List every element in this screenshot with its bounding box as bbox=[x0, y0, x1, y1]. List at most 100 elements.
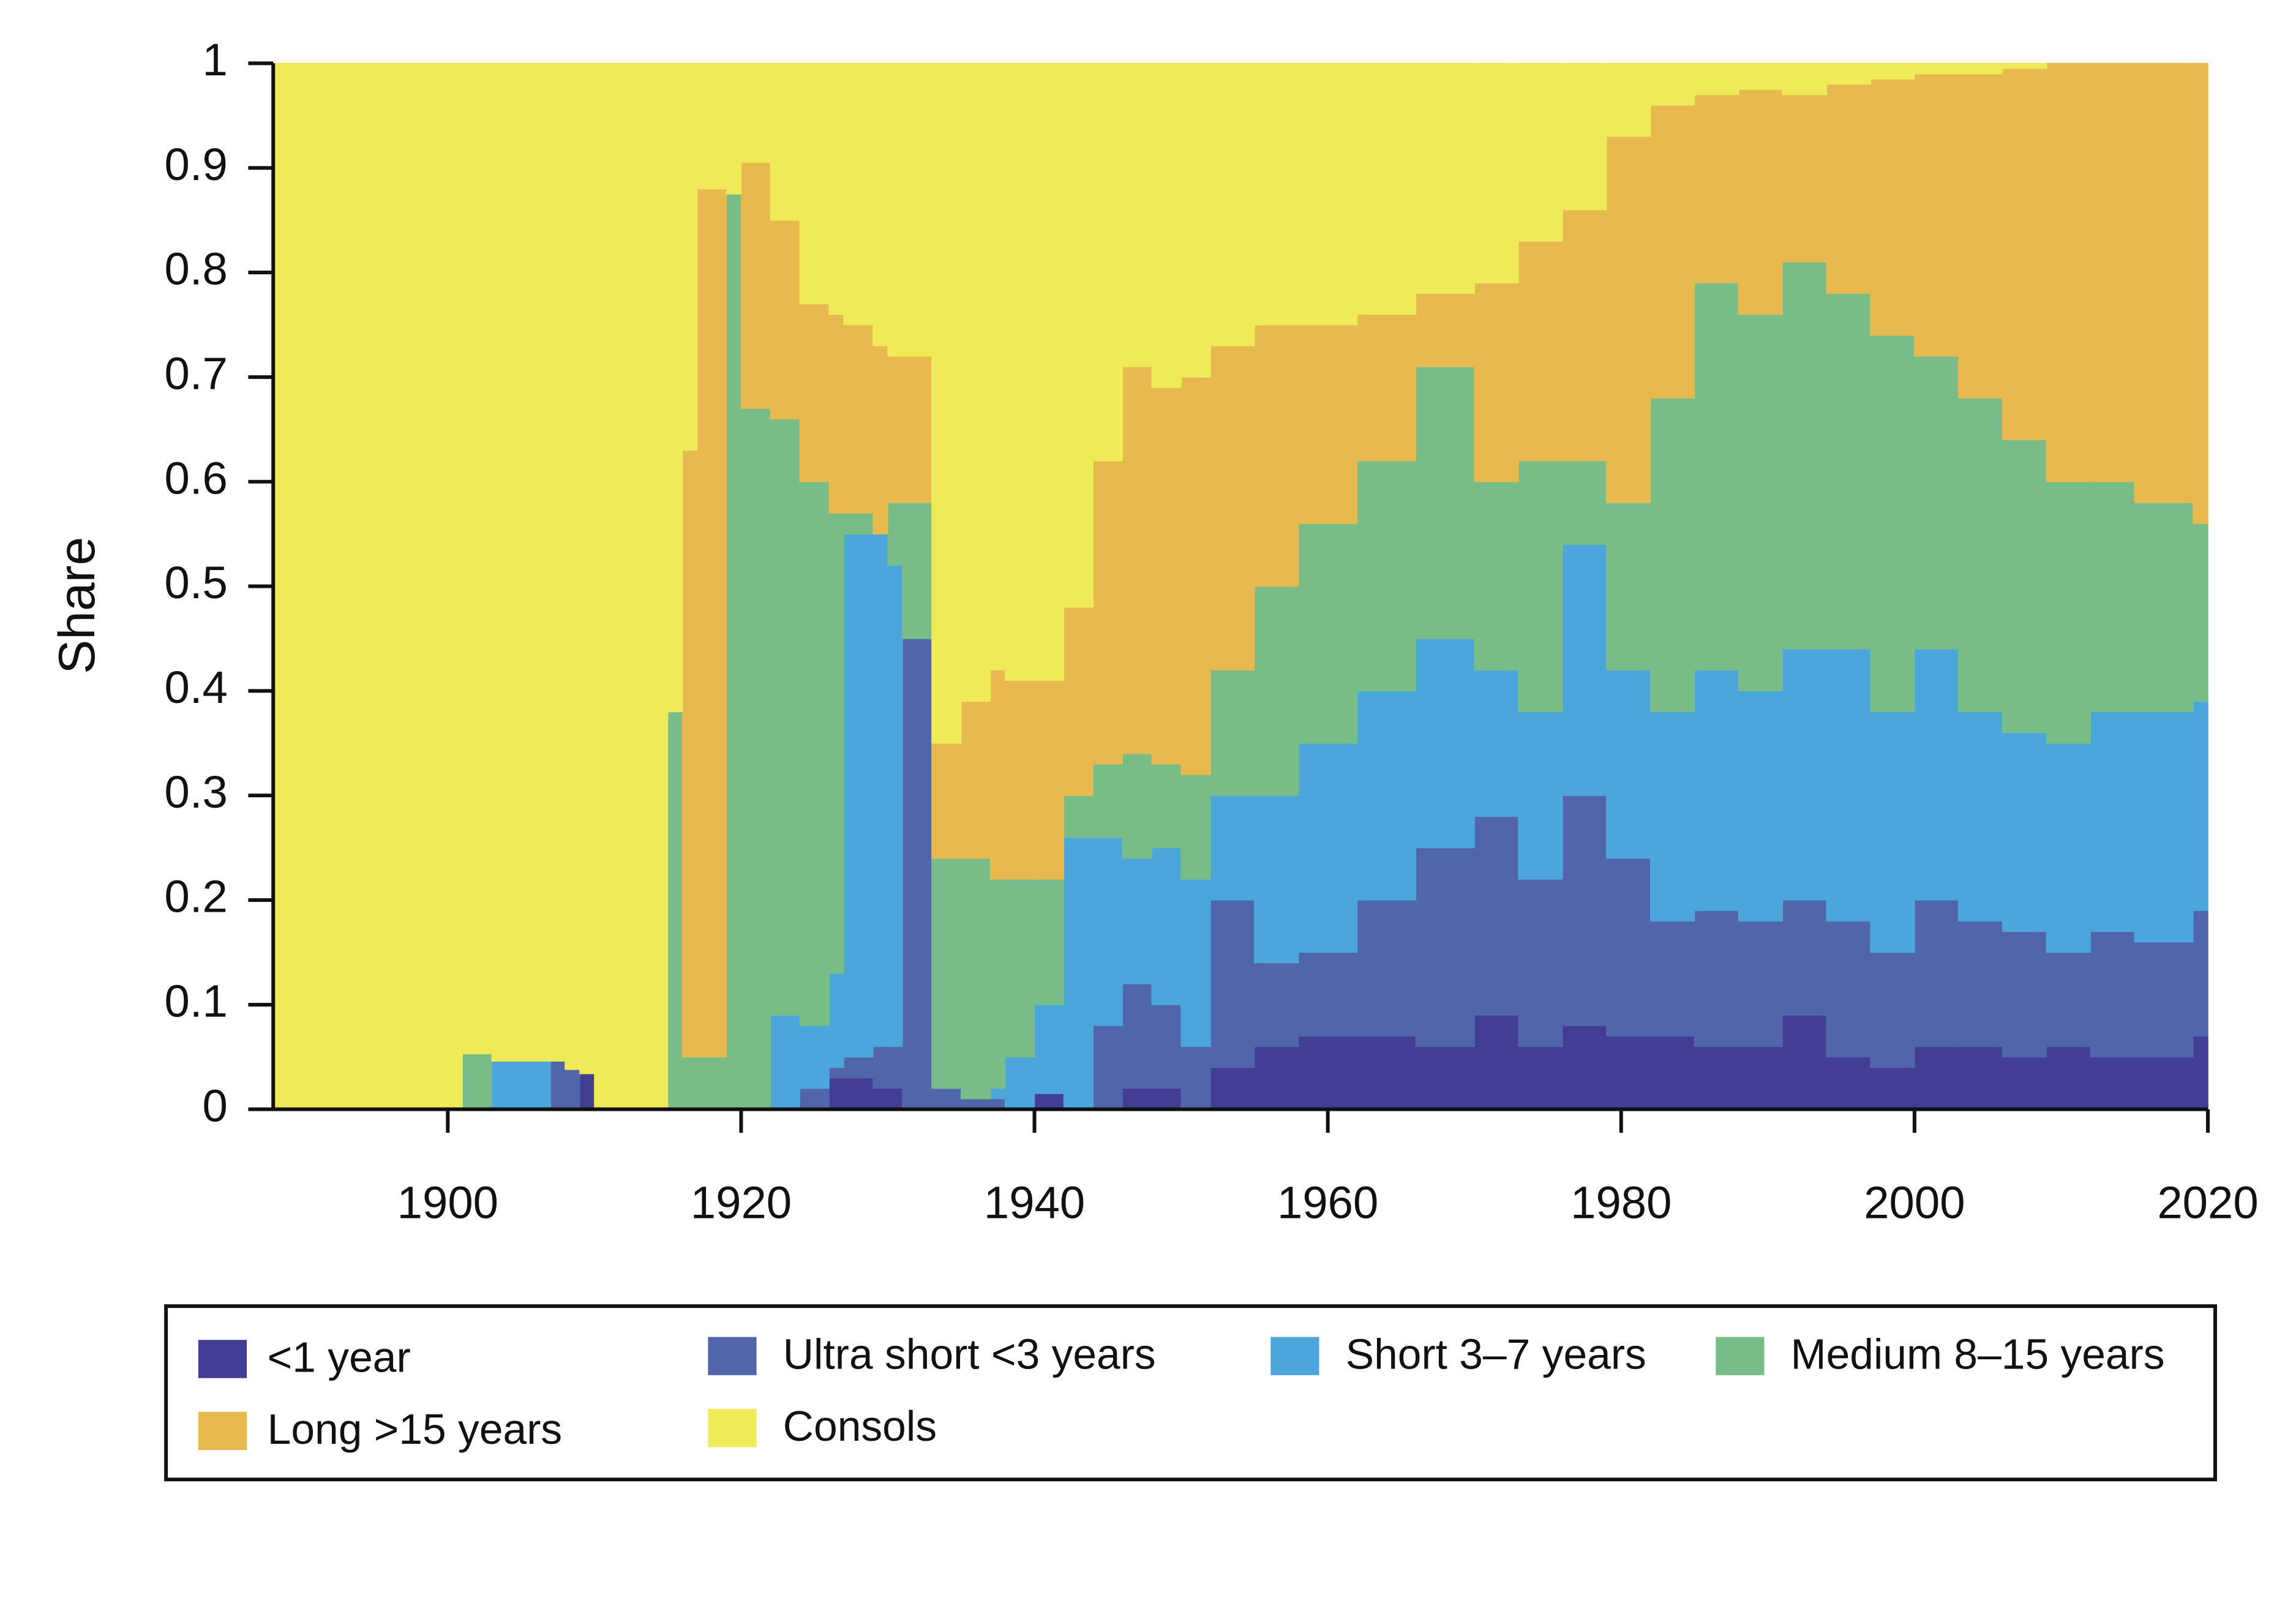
area-segment bbox=[1298, 952, 1358, 1037]
area-segment bbox=[579, 62, 595, 1075]
area-segment bbox=[828, 313, 844, 514]
area-segment bbox=[843, 62, 874, 326]
legend-swatch bbox=[708, 1337, 757, 1375]
y-axis-label: Share bbox=[48, 537, 105, 674]
area-segment bbox=[1694, 669, 1739, 911]
area-segment bbox=[1782, 62, 1827, 96]
area-segment bbox=[843, 533, 874, 1057]
area-segment bbox=[1649, 920, 1695, 1037]
area-segment bbox=[2090, 62, 2135, 482]
area-segment bbox=[1518, 711, 1563, 880]
area-segment bbox=[2001, 62, 2047, 69]
area-segment bbox=[989, 62, 1006, 670]
area-segment bbox=[1151, 62, 1182, 388]
area-segment bbox=[1034, 1093, 1065, 1110]
area-segment bbox=[1092, 460, 1124, 765]
area-segment bbox=[1649, 1035, 1695, 1110]
area-segment bbox=[1782, 899, 1827, 1016]
area-segment bbox=[2193, 1035, 2208, 1110]
area-segment bbox=[271, 62, 463, 1110]
area-segment bbox=[1914, 648, 1959, 901]
area-segment bbox=[740, 162, 771, 409]
area-segment bbox=[1518, 879, 1563, 1047]
area-segment bbox=[1034, 879, 1065, 1005]
area-segment bbox=[1298, 324, 1358, 524]
area-segment bbox=[2001, 931, 2047, 1057]
area-segment bbox=[696, 62, 727, 190]
area-segment bbox=[1826, 62, 1871, 85]
plot-area bbox=[271, 62, 2208, 1110]
area-segment bbox=[799, 1087, 830, 1110]
area-segment bbox=[828, 972, 844, 1068]
area-segment bbox=[491, 1061, 551, 1110]
area-segment bbox=[696, 1056, 727, 1110]
area-segment bbox=[843, 1077, 874, 1110]
area-segment bbox=[550, 1061, 566, 1110]
area-segment bbox=[565, 1069, 580, 1110]
area-segment bbox=[667, 711, 683, 1110]
area-segment bbox=[1004, 879, 1035, 1057]
area-segment bbox=[740, 408, 771, 1110]
area-segment bbox=[1914, 1046, 1959, 1110]
area-segment bbox=[2001, 732, 2047, 932]
area-segment bbox=[1649, 104, 1695, 399]
area-segment bbox=[1914, 899, 1959, 1047]
area-segment bbox=[1298, 523, 1358, 744]
area-segment bbox=[989, 879, 1006, 1089]
area-segment bbox=[1004, 1056, 1035, 1110]
area-segment bbox=[887, 1046, 903, 1089]
area-segment bbox=[902, 355, 932, 503]
area-segment bbox=[1738, 62, 1784, 90]
area-segment bbox=[1151, 764, 1182, 849]
area-segment bbox=[1738, 690, 1784, 922]
area-segment bbox=[989, 1087, 1006, 1100]
x-tick-label: 1940 bbox=[984, 1177, 1085, 1228]
area-segment bbox=[2193, 523, 2208, 702]
area-segment bbox=[2193, 700, 2208, 911]
area-segment bbox=[1356, 690, 1417, 901]
area-segment bbox=[2134, 62, 2194, 503]
area-segment bbox=[1210, 899, 1255, 1068]
area-segment bbox=[961, 857, 991, 1100]
legend-label: Short 3–7 years bbox=[1346, 1330, 1646, 1378]
area-segment bbox=[1562, 460, 1607, 545]
area-segment bbox=[1092, 836, 1124, 1026]
area-segment bbox=[799, 303, 830, 482]
area-segment bbox=[2134, 502, 2194, 713]
area-segment bbox=[667, 62, 683, 713]
area-segment bbox=[1210, 62, 1255, 347]
legend-label: Ultra short <3 years bbox=[783, 1330, 1156, 1378]
area-segment bbox=[1415, 293, 1475, 367]
area-segment bbox=[1122, 1087, 1152, 1110]
area-segment bbox=[740, 62, 771, 163]
area-segment bbox=[1694, 282, 1739, 670]
area-segment bbox=[1914, 62, 1959, 75]
area-segment bbox=[1415, 1046, 1475, 1110]
area-segment bbox=[1958, 73, 2003, 399]
area-segment bbox=[1122, 366, 1152, 754]
area-segment bbox=[799, 481, 830, 1026]
area-segment bbox=[1004, 680, 1035, 880]
area-segment bbox=[1562, 1025, 1607, 1110]
area-segment bbox=[1474, 669, 1519, 817]
area-segment bbox=[462, 1053, 492, 1110]
area-segment bbox=[887, 1087, 903, 1110]
area-segment bbox=[2090, 481, 2135, 713]
area-segment bbox=[1870, 62, 1915, 80]
area-segment bbox=[1151, 1087, 1182, 1110]
area-segment bbox=[1210, 795, 1255, 901]
area-segment bbox=[1034, 680, 1065, 880]
area-segment bbox=[1151, 847, 1182, 1005]
area-segment bbox=[1562, 544, 1607, 796]
area-segment bbox=[2090, 711, 2135, 932]
area-segment bbox=[1518, 1046, 1563, 1110]
area-segment bbox=[1606, 669, 1651, 859]
x-tick-label: 1960 bbox=[1277, 1177, 1378, 1228]
area-segment bbox=[828, 62, 844, 315]
area-segment bbox=[1826, 83, 1871, 294]
area-segment bbox=[770, 62, 800, 221]
area-segment bbox=[902, 502, 932, 639]
area-segment bbox=[2046, 62, 2092, 482]
area-segment bbox=[1474, 282, 1519, 482]
